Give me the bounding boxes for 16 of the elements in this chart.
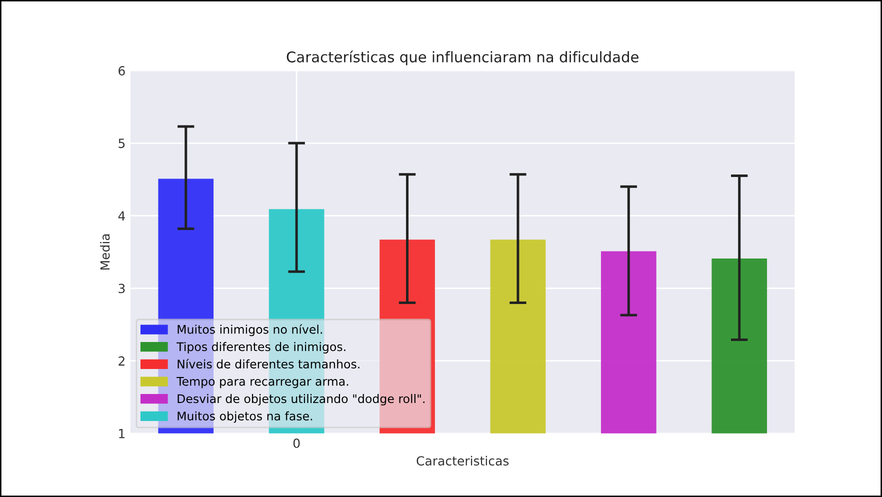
legend-label: Muitos objetos na fase. bbox=[178, 411, 312, 423]
legend-label: Muitos inimigos no nível. bbox=[178, 324, 322, 336]
x-axis-title: Caracteristicas bbox=[416, 456, 509, 466]
legend-label: Tipos diferentes de inimigos. bbox=[176, 342, 346, 354]
y-tick-label: 6 bbox=[118, 66, 125, 76]
y-tick-label: 3 bbox=[118, 284, 125, 294]
x-tick-label: 0 bbox=[293, 438, 300, 448]
legend-label: Níveis de diferentes tamanhos. bbox=[178, 358, 360, 368]
legend-label: Tempo para recarregar arma. bbox=[176, 377, 348, 388]
chart-title: Características que influenciaram na dificuldade bbox=[286, 50, 638, 66]
y-axis-title: Media bbox=[100, 234, 110, 270]
y-tick-label: 4 bbox=[118, 211, 125, 220]
y-tick-label: 5 bbox=[118, 138, 125, 148]
y-tick-label: 1 bbox=[119, 429, 125, 438]
legend-label: Desviar de objetos utilizando "dodge roll". bbox=[178, 394, 424, 406]
y-tick-label: 2 bbox=[118, 356, 124, 366]
